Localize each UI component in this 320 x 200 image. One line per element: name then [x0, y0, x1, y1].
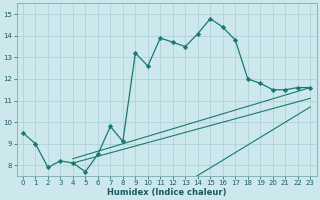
X-axis label: Humidex (Indice chaleur): Humidex (Indice chaleur): [107, 188, 226, 197]
